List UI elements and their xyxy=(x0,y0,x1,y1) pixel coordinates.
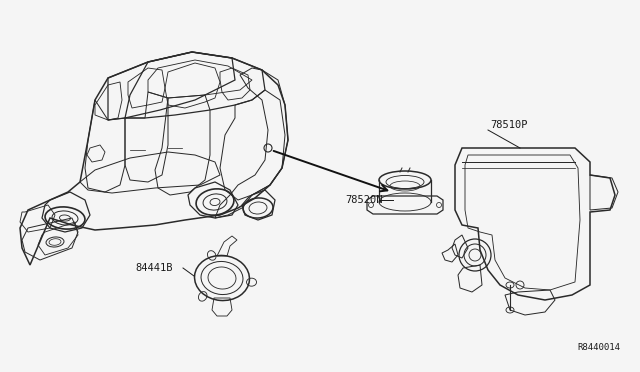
Text: 78520N: 78520N xyxy=(345,195,383,205)
Text: 78510P: 78510P xyxy=(490,120,527,130)
Text: 84441B: 84441B xyxy=(135,263,173,273)
Text: R8440014: R8440014 xyxy=(577,343,620,352)
